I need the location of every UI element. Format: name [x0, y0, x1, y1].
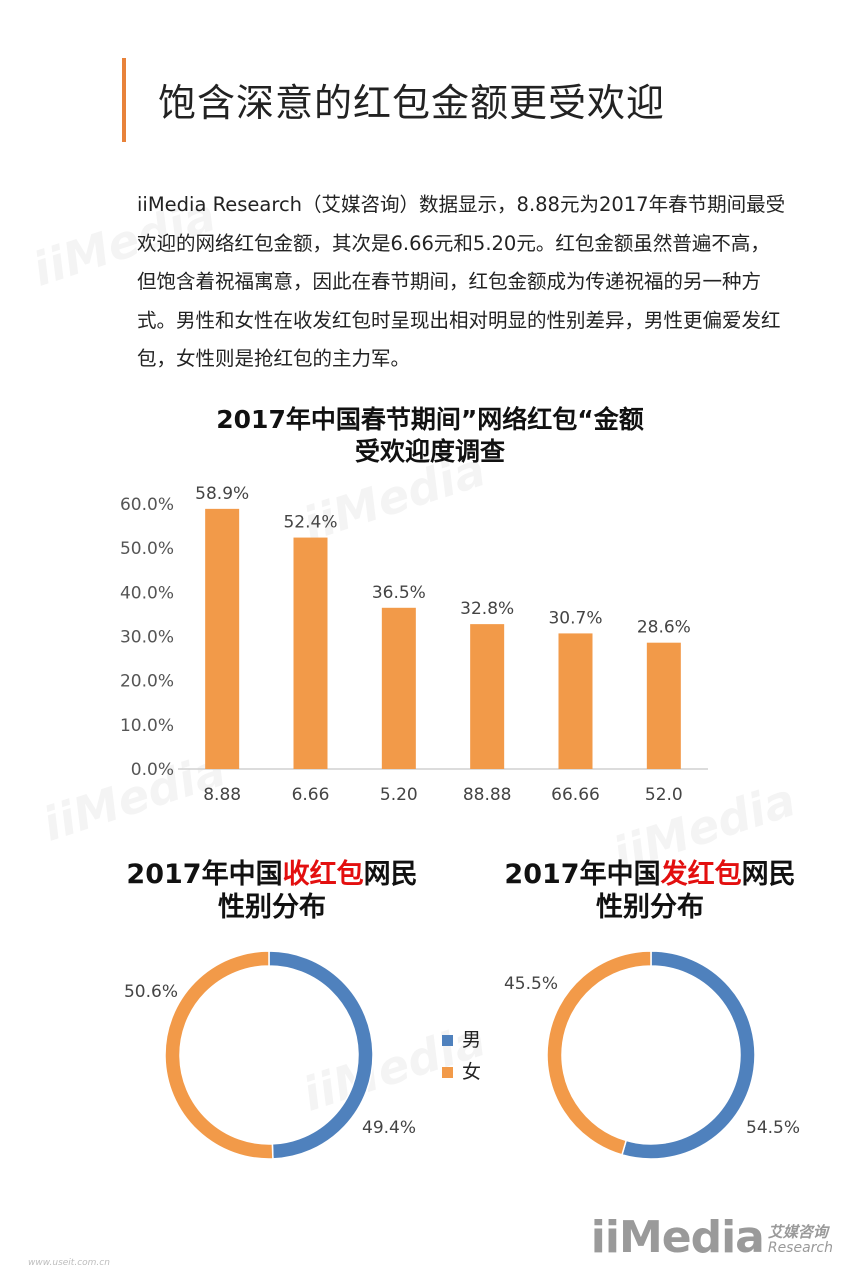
bar-value-label: 36.5% [372, 583, 426, 603]
bar [558, 633, 593, 769]
bar-chart-title-line2: 受欢迎度调查 [354, 437, 505, 466]
y-tick-label: 60.0% [120, 495, 174, 515]
y-tick-label: 10.0% [120, 716, 174, 736]
pie2-title: 2017年中国发红包网民 性别分布 [450, 858, 850, 924]
y-tick-label: 0.0% [131, 760, 174, 780]
y-tick-label: 20.0% [120, 672, 174, 692]
bar-value-label: 32.8% [460, 599, 514, 619]
bar-chart-title-line1: 2017年中国春节期间”网络红包“金额 [216, 405, 644, 434]
pie-slice-male [268, 950, 374, 1160]
bar [293, 537, 328, 769]
pie-chart-receive: 49.4% 50.6% [124, 950, 416, 1160]
bar-value-label: 30.7% [548, 608, 602, 628]
bar [470, 624, 505, 769]
pie1-title-line2: 性别分布 [218, 892, 326, 923]
brand-cn: 艾媒咨询 [767, 1223, 828, 1241]
x-tick-label: 6.66 [292, 785, 330, 805]
y-tick-label: 50.0% [120, 539, 174, 559]
brand-en: Research [767, 1240, 833, 1256]
pie2-title-pre: 2017年中国 [504, 859, 661, 890]
bar-chart: 0.0% 10.0% 20.0% 30.0% 40.0% 50.0% 60.0% 58.9% 8… [120, 484, 708, 805]
title-accent-bar [122, 58, 126, 142]
pie-slice-label: 54.5% [746, 1118, 800, 1138]
pie1-title-post: 网民 [363, 859, 418, 890]
y-tick-label: 40.0% [120, 583, 174, 603]
bar [381, 607, 416, 769]
pie-slice-label: 49.4% [362, 1118, 416, 1138]
pie-slice-label: 45.5% [504, 974, 558, 994]
legend-label-female: 女 [462, 1061, 482, 1083]
x-tick-label: 88.88 [463, 785, 512, 805]
legend: 男 女 [442, 1024, 481, 1088]
pie-chart-send: 54.5% 45.5% [504, 950, 800, 1160]
x-tick-label: 66.66 [551, 785, 600, 805]
pie2-title-post: 网民 [741, 859, 796, 890]
pie1-title: 2017年中国收红包网民 性别分布 [72, 858, 472, 924]
pie-slice-male [621, 950, 756, 1160]
intro-paragraph: iiMedia Research（艾媒咨询）数据显示，8.88元为2017年春节… [137, 193, 786, 370]
brand-logo: iiMedia 艾媒咨询 Research [591, 1216, 833, 1260]
legend-swatch-male [442, 1034, 453, 1046]
legend-item-female: 女 [442, 1056, 481, 1088]
pie-slice-female [164, 950, 274, 1160]
bar [205, 508, 240, 769]
page-title: 饱含深意的红包金额更受欢迎 [158, 81, 666, 125]
y-tick-label: 30.0% [120, 628, 174, 648]
x-tick-label: 8.88 [203, 785, 241, 805]
bar-value-label: 28.6% [637, 618, 691, 638]
bar-value-label: 52.4% [283, 513, 337, 533]
pie2-title-highlight: 发红包 [660, 859, 742, 890]
bar-value-label: 58.9% [195, 484, 249, 504]
pie2-title-line2: 性别分布 [596, 892, 704, 923]
bar-chart-title: 2017年中国春节期间”网络红包“金额 受欢迎度调查 [120, 404, 740, 468]
pie1-title-pre: 2017年中国 [126, 859, 283, 890]
x-tick-label: 5.20 [380, 785, 418, 805]
x-tick-label: 52.0 [645, 785, 683, 805]
legend-label-male: 男 [462, 1029, 482, 1051]
pie-slice-female [546, 950, 652, 1156]
legend-swatch-female [442, 1066, 453, 1078]
pie-slice-label: 50.6% [124, 982, 178, 1002]
pie1-title-highlight: 收红包 [282, 859, 364, 890]
bar [646, 642, 681, 769]
legend-item-male: 男 [442, 1024, 481, 1056]
brand-mark: iiMedia [590, 1212, 765, 1263]
site-url: www.useit.com.cn [28, 1258, 110, 1268]
